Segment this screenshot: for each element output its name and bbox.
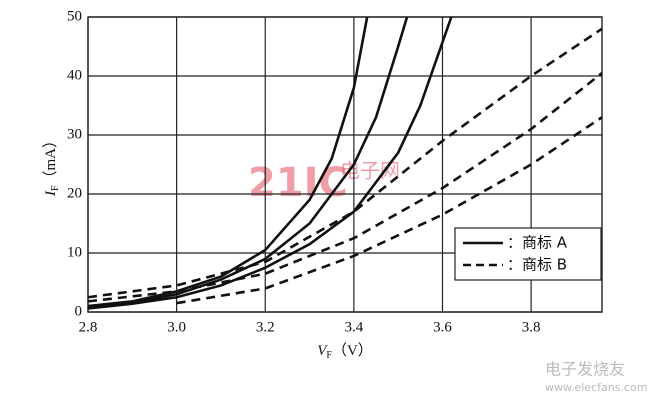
y-tick-label: 0 — [75, 303, 83, 319]
axis-label-sub: F — [326, 350, 332, 361]
x-tick-label: 3.0 — [167, 319, 186, 335]
y-tick-label: 30 — [67, 126, 82, 142]
watermark: www.elecfans.com — [545, 381, 647, 394]
axis-label-unit: （mA） — [42, 133, 59, 186]
legend-box — [454, 227, 602, 281]
series-group — [88, 17, 602, 310]
line-series — [88, 72, 602, 303]
axis-label-unit: （V） — [332, 342, 373, 359]
line-series — [176, 116, 602, 305]
x-tick-label: 3.6 — [433, 319, 452, 335]
y-tick-label: 40 — [67, 67, 82, 83]
y-tick-label: 50 — [67, 8, 82, 24]
axis-label-sub: F — [50, 185, 61, 191]
line-series — [88, 17, 369, 308]
watermark: 21IC — [248, 160, 348, 206]
plot-frame — [87, 16, 603, 313]
x-tick-label: 3.8 — [522, 319, 541, 335]
x-tick-label: 2.8 — [79, 319, 98, 335]
legend-label: ：商标 B — [507, 256, 567, 274]
axis-label: VF（V） — [317, 342, 373, 361]
legend-label: ：商标 A — [507, 234, 568, 252]
y-tick-label: 10 — [67, 244, 82, 260]
y-tick-label: 20 — [67, 185, 82, 201]
line-series — [88, 17, 409, 309]
watermark: 电子发烧友 — [545, 360, 625, 379]
axis-label-main: V — [317, 343, 328, 359]
axis-label: IF（mA） — [42, 133, 61, 197]
line-series — [88, 17, 453, 310]
axis-label-main: I — [43, 190, 59, 197]
x-tick-label: 3.4 — [344, 319, 363, 335]
x-tick-label: 3.2 — [256, 319, 275, 335]
